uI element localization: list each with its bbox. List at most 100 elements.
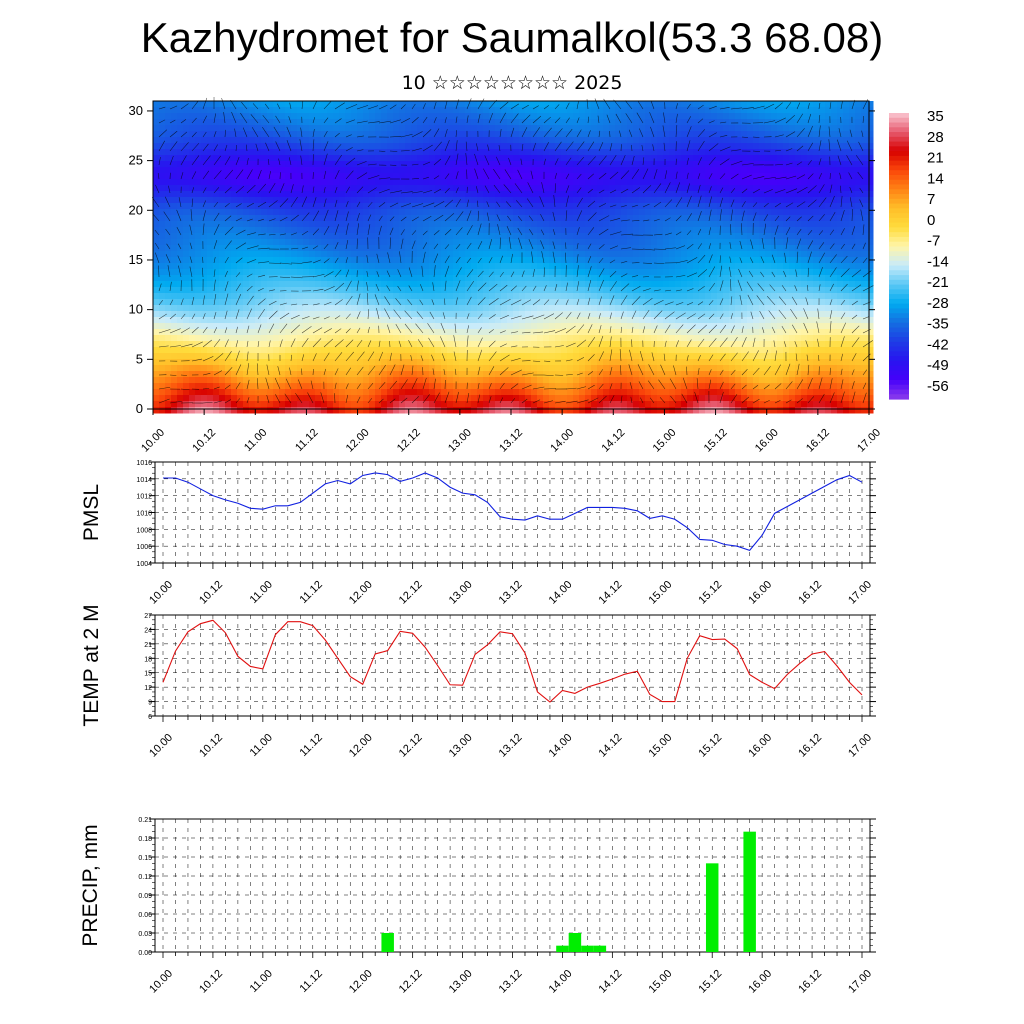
- heatmap-cell: [405, 233, 412, 240]
- heatmap-cell: [543, 335, 550, 342]
- heatmap-cell: [825, 245, 832, 252]
- heatmap-cell: [153, 203, 160, 210]
- heatmap-cell: [729, 341, 736, 348]
- heatmap-cell: [441, 329, 448, 336]
- heatmap-cell: [843, 137, 850, 144]
- heatmap-cell: [249, 311, 256, 318]
- heatmap-cell: [537, 107, 544, 114]
- heatmap-cell: [735, 101, 742, 108]
- heatmap-cell: [489, 173, 496, 180]
- heatmap-cell: [183, 257, 190, 264]
- heatmap-cell: [357, 113, 364, 120]
- heatmap-cell: [315, 251, 322, 258]
- heatmap-cell: [747, 125, 754, 132]
- heatmap-cell: [429, 167, 436, 174]
- heatmap-cell: [381, 137, 388, 144]
- heatmap-cell: [249, 317, 256, 324]
- heatmap-cell: [459, 101, 466, 108]
- heatmap-cell: [345, 275, 352, 282]
- heatmap-cell: [345, 179, 352, 186]
- heatmap-cell: [519, 197, 526, 204]
- heatmap-cell: [321, 137, 328, 144]
- heatmap-cell: [225, 299, 232, 306]
- heatmap-cell: [531, 323, 538, 330]
- heatmap-cell: [777, 341, 784, 348]
- heatmap-cell: [207, 149, 214, 156]
- heatmap-cell: [819, 113, 826, 120]
- heatmap-cell: [201, 275, 208, 282]
- heatmap-cell: [507, 209, 514, 216]
- heatmap-cell: [393, 215, 400, 222]
- heatmap-cell: [759, 293, 766, 300]
- heatmap-cell: [381, 347, 388, 354]
- heatmap-cell: [237, 347, 244, 354]
- heatmap-cell: [765, 113, 772, 120]
- heatmap-cell: [675, 101, 682, 108]
- heatmap-cell: [327, 143, 334, 150]
- heatmap-cell: [633, 311, 640, 318]
- heatmap-cell: [861, 125, 868, 132]
- heatmap-cell: [711, 287, 718, 294]
- heatmap-cell: [423, 275, 430, 282]
- heatmap-cell: [411, 215, 418, 222]
- heatmap-cell: [369, 125, 376, 132]
- heatmap-cell: [675, 137, 682, 144]
- heatmap-cell: [813, 197, 820, 204]
- heatmap-cell: [609, 251, 616, 258]
- heatmap-cell: [363, 221, 370, 228]
- heatmap-cell: [381, 239, 388, 246]
- heatmap-cell: [711, 113, 718, 120]
- heatmap-cell: [543, 347, 550, 354]
- heatmap-cell: [741, 335, 748, 342]
- heatmap-cell: [273, 191, 280, 198]
- heatmap-cell: [411, 251, 418, 258]
- heatmap-cell: [201, 191, 208, 198]
- heatmap-cell: [201, 341, 208, 348]
- heatmap-cell: [393, 317, 400, 324]
- heatmap-cell: [561, 245, 568, 252]
- heatmap-cell: [309, 323, 316, 330]
- heatmap-cell: [183, 143, 190, 150]
- heatmap-cell: [825, 191, 832, 198]
- heatmap-cell: [849, 263, 856, 270]
- heatmap-cell: [789, 257, 796, 264]
- heatmap-cell: [405, 155, 412, 162]
- heatmap-cell: [447, 209, 454, 216]
- heatmap-cell: [663, 257, 670, 264]
- heatmap-cell: [351, 191, 358, 198]
- heatmap-cell: [471, 113, 478, 120]
- heatmap-cell: [789, 305, 796, 312]
- heatmap-cell: [225, 323, 232, 330]
- heatmap-cell: [621, 227, 628, 234]
- heatmap-cell: [231, 209, 238, 216]
- heatmap-cell: [681, 305, 688, 312]
- heatmap-cell: [477, 275, 484, 282]
- heatmap-cell: [651, 149, 658, 156]
- heatmap-cell: [345, 305, 352, 312]
- heatmap-cell: [861, 239, 868, 246]
- heatmap-cell: [591, 257, 598, 264]
- heatmap-cell: [855, 245, 862, 252]
- heatmap-cell: [549, 251, 556, 258]
- heatmap-cell: [771, 239, 778, 246]
- heatmap-cell: [351, 215, 358, 222]
- heatmap-cell: [507, 305, 514, 312]
- heatmap-cell: [375, 209, 382, 216]
- heatmap-cell: [705, 137, 712, 144]
- heatmap-cell: [531, 329, 538, 336]
- heatmap-cell: [699, 305, 706, 312]
- heatmap-cell: [519, 347, 526, 354]
- heatmap-cell: [261, 125, 268, 132]
- heatmap-cell: [573, 209, 580, 216]
- heatmap-cell: [747, 179, 754, 186]
- heatmap-cell: [513, 125, 520, 132]
- heatmap-cell: [201, 281, 208, 288]
- heatmap-cell: [555, 221, 562, 228]
- heatmap-cell: [867, 179, 874, 186]
- heatmap-cell: [495, 311, 502, 318]
- heatmap-cell: [195, 191, 202, 198]
- heatmap-cell: [177, 269, 184, 276]
- heatmap-cell: [741, 179, 748, 186]
- heatmap-cell: [177, 245, 184, 252]
- heatmap-cell: [453, 209, 460, 216]
